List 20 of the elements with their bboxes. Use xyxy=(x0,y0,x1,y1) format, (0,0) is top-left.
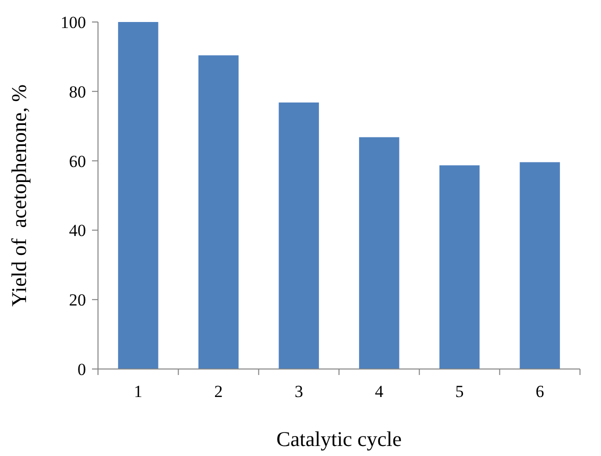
x-axis-title: Catalytic cycle xyxy=(276,427,402,451)
x-tick-label: 5 xyxy=(455,382,464,401)
bar xyxy=(118,22,158,369)
y-tick-label: 20 xyxy=(69,290,86,310)
y-axis-title: Yield of acetophenone, % xyxy=(7,84,31,307)
y-tick-label: 40 xyxy=(69,221,86,240)
x-tick-label: 6 xyxy=(536,382,544,401)
x-tick-label: 4 xyxy=(374,382,384,401)
bar xyxy=(520,162,560,369)
y-tick-label: 0 xyxy=(78,360,86,379)
y-tick-label: 60 xyxy=(69,152,86,171)
x-tick-label: 1 xyxy=(134,382,142,401)
x-tick-label: 2 xyxy=(214,382,223,401)
y-tick-label: 80 xyxy=(69,82,86,102)
bar xyxy=(359,137,400,369)
x-tick-label: 3 xyxy=(294,382,304,401)
bar xyxy=(198,55,239,369)
bar xyxy=(278,102,319,369)
y-tick-label: 100 xyxy=(60,12,86,32)
bar xyxy=(439,165,480,369)
